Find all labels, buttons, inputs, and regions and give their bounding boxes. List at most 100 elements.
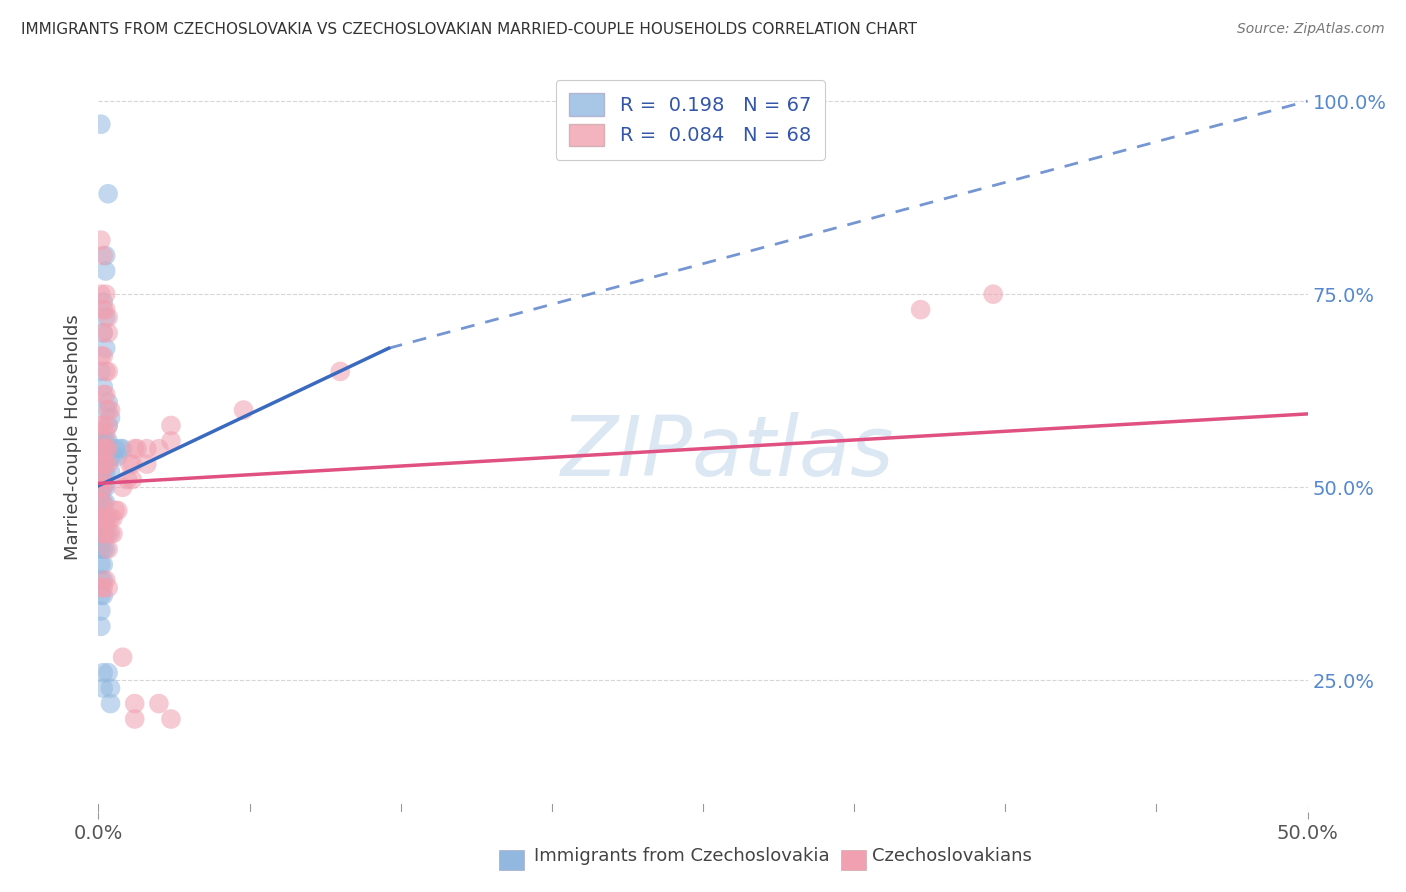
Point bbox=[104, 503, 127, 517]
Point bbox=[97, 418, 120, 433]
Point bbox=[97, 434, 120, 448]
Point bbox=[100, 410, 122, 425]
Point bbox=[97, 395, 120, 409]
Point bbox=[94, 287, 117, 301]
Point bbox=[160, 434, 183, 448]
Point bbox=[91, 480, 114, 494]
Point bbox=[97, 581, 120, 595]
Point bbox=[97, 511, 120, 525]
Point bbox=[90, 526, 112, 541]
Point bbox=[100, 403, 122, 417]
Point bbox=[104, 442, 127, 456]
Point bbox=[94, 496, 117, 510]
Point bbox=[91, 465, 114, 479]
Point bbox=[135, 457, 157, 471]
Point bbox=[97, 186, 120, 201]
Point bbox=[90, 496, 112, 510]
Point bbox=[94, 364, 117, 378]
Point bbox=[97, 526, 120, 541]
Point bbox=[100, 697, 122, 711]
Point bbox=[91, 248, 114, 262]
Point bbox=[90, 450, 112, 464]
Point bbox=[91, 526, 114, 541]
Point bbox=[148, 697, 170, 711]
Point bbox=[232, 403, 254, 417]
Point bbox=[90, 349, 112, 363]
Point bbox=[111, 650, 134, 665]
Point bbox=[97, 665, 120, 680]
Point bbox=[107, 450, 129, 464]
Point bbox=[91, 665, 114, 680]
Legend: R =  0.198   N = 67, R =  0.084   N = 68: R = 0.198 N = 67, R = 0.084 N = 68 bbox=[555, 79, 825, 160]
Point bbox=[91, 542, 114, 557]
Point bbox=[160, 712, 183, 726]
Point bbox=[91, 302, 114, 317]
Point bbox=[91, 387, 114, 401]
Point bbox=[981, 287, 1004, 301]
Point bbox=[91, 294, 114, 309]
Point bbox=[148, 442, 170, 456]
Text: Czechoslovakians: Czechoslovakians bbox=[872, 847, 1032, 865]
Point bbox=[94, 387, 117, 401]
Point bbox=[90, 233, 112, 247]
Point bbox=[90, 573, 112, 587]
Point bbox=[94, 248, 117, 262]
Point bbox=[97, 403, 120, 417]
Point bbox=[101, 450, 124, 464]
Point bbox=[124, 712, 146, 726]
Point bbox=[121, 473, 143, 487]
Point bbox=[91, 681, 114, 695]
Point bbox=[90, 526, 112, 541]
Point bbox=[97, 418, 120, 433]
Point bbox=[94, 403, 117, 417]
Point bbox=[90, 442, 112, 456]
Point bbox=[90, 619, 112, 633]
Point bbox=[127, 442, 149, 456]
Point bbox=[91, 326, 114, 340]
Point bbox=[111, 442, 134, 456]
Point bbox=[135, 442, 157, 456]
Point bbox=[90, 364, 112, 378]
Point bbox=[108, 442, 131, 456]
Text: Immigrants from Czechoslovakia: Immigrants from Czechoslovakia bbox=[534, 847, 830, 865]
Point bbox=[94, 573, 117, 587]
Point bbox=[100, 450, 122, 464]
Point bbox=[91, 380, 114, 394]
Point bbox=[90, 511, 112, 525]
Y-axis label: Married-couple Households: Married-couple Households bbox=[65, 314, 83, 560]
Point bbox=[97, 442, 120, 456]
Text: IMMIGRANTS FROM CZECHOSLOVAKIA VS CZECHOSLOVAKIAN MARRIED-COUPLE HOUSEHOLDS CORR: IMMIGRANTS FROM CZECHOSLOVAKIA VS CZECHO… bbox=[21, 22, 917, 37]
Point bbox=[91, 511, 114, 525]
Point bbox=[91, 480, 114, 494]
Point bbox=[97, 457, 120, 471]
Point bbox=[91, 496, 114, 510]
Point bbox=[90, 496, 112, 510]
Point bbox=[90, 117, 112, 131]
Point bbox=[90, 480, 112, 494]
Point bbox=[121, 457, 143, 471]
Point bbox=[94, 341, 117, 355]
Point bbox=[90, 542, 112, 557]
Point bbox=[97, 326, 120, 340]
Point bbox=[94, 264, 117, 278]
Point bbox=[94, 310, 117, 325]
Point bbox=[101, 526, 124, 541]
Point bbox=[90, 581, 112, 595]
Point bbox=[91, 581, 114, 595]
Point bbox=[100, 465, 122, 479]
Point bbox=[94, 526, 117, 541]
Point bbox=[94, 434, 117, 448]
Point bbox=[101, 511, 124, 525]
Point bbox=[91, 434, 114, 448]
Point bbox=[94, 457, 117, 471]
Point bbox=[160, 418, 183, 433]
Point bbox=[91, 450, 114, 464]
Point bbox=[94, 450, 117, 464]
Point bbox=[90, 473, 112, 487]
Point bbox=[91, 558, 114, 572]
Point bbox=[91, 442, 114, 456]
Point bbox=[90, 434, 112, 448]
Point bbox=[94, 511, 117, 525]
Point bbox=[94, 442, 117, 456]
Point bbox=[100, 681, 122, 695]
